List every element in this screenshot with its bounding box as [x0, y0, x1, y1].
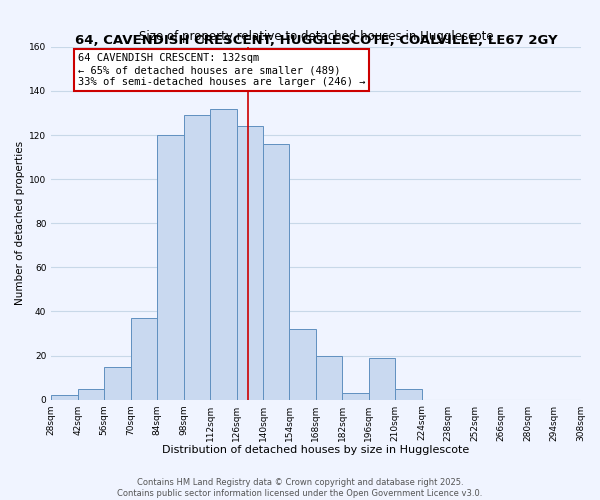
Y-axis label: Number of detached properties: Number of detached properties [15, 141, 25, 306]
Title: 64, CAVENDISH CRESCENT, HUGGLESCOTE, COALVILLE, LE67 2GY: 64, CAVENDISH CRESCENT, HUGGLESCOTE, COA… [74, 34, 557, 47]
Text: Size of property relative to detached houses in Hugglescote: Size of property relative to detached ho… [139, 30, 493, 44]
Bar [184, 115, 210, 400]
Bar [131, 318, 157, 400]
X-axis label: Distribution of detached houses by size in Hugglescote: Distribution of detached houses by size … [162, 445, 470, 455]
Bar [104, 366, 131, 400]
Bar [263, 144, 289, 400]
Bar [289, 329, 316, 400]
Bar [395, 388, 422, 400]
Bar [51, 395, 78, 400]
Bar [369, 358, 395, 400]
Text: Contains HM Land Registry data © Crown copyright and database right 2025.
Contai: Contains HM Land Registry data © Crown c… [118, 478, 482, 498]
Bar [236, 126, 263, 400]
Bar [316, 356, 343, 400]
Bar [78, 388, 104, 400]
Bar [343, 393, 369, 400]
Bar [210, 108, 236, 400]
Bar [157, 135, 184, 400]
Text: 64 CAVENDISH CRESCENT: 132sqm
← 65% of detached houses are smaller (489)
33% of : 64 CAVENDISH CRESCENT: 132sqm ← 65% of d… [78, 54, 365, 86]
